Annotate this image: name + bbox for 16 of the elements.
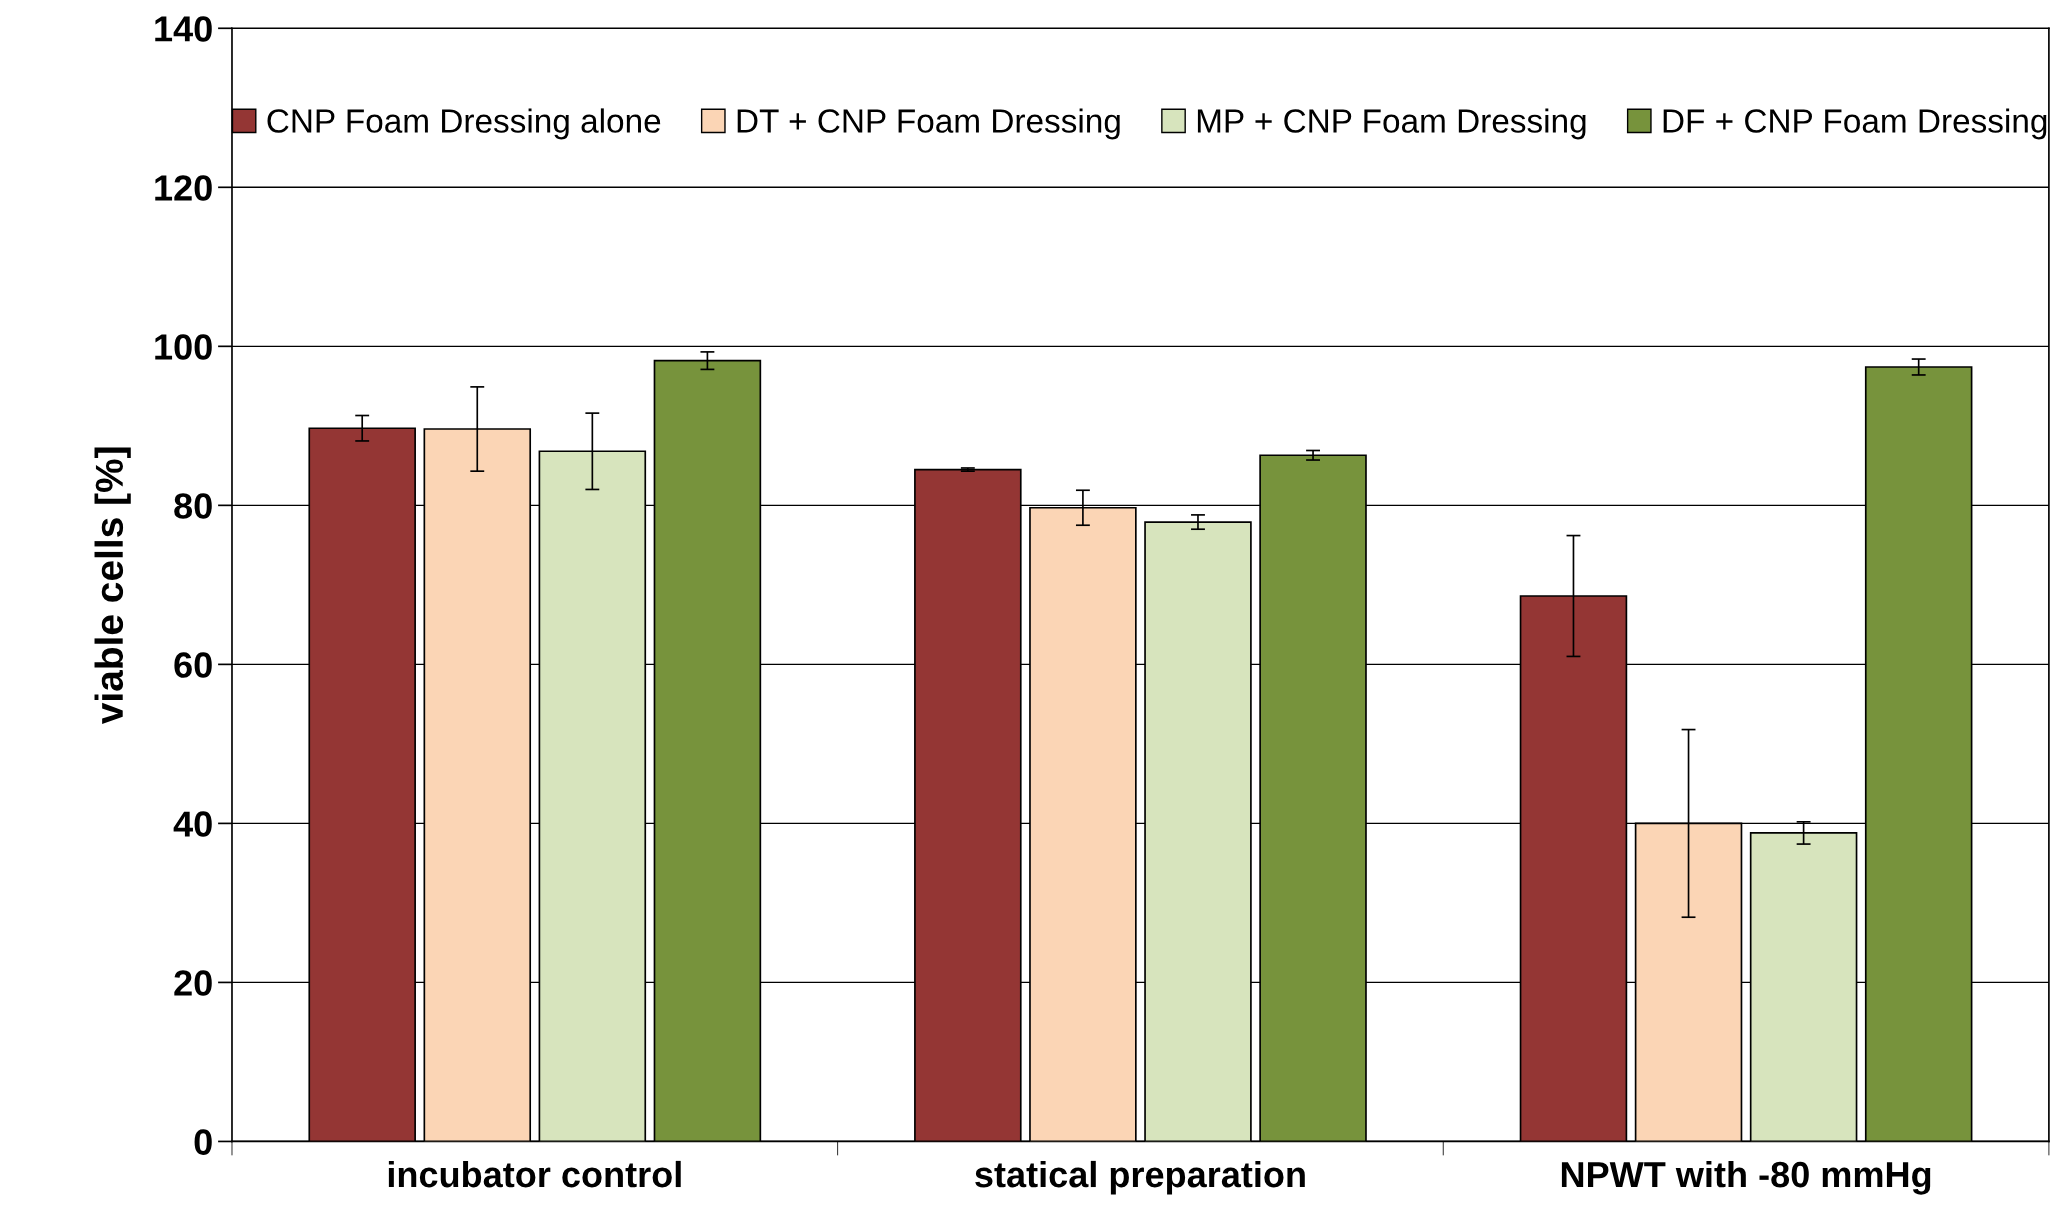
y-tick-label: 40 [173,811,212,837]
y-tick-label: 80 [174,493,212,519]
y-tick-label: 140 [155,16,212,42]
x-tick-label: NPWT with -80 mmHg [1561,1160,1931,1195]
y-tick-label: 100 [155,334,212,360]
legend-label: CNP Foam Dressing alone [267,108,661,140]
x-tick-label: statical preparation [975,1160,1305,1195]
y-tick-label: 0 [194,1129,212,1155]
y-tick-label: 60 [174,652,212,678]
x-tick-label: incubator control [388,1160,681,1188]
y-tick-label: 20 [174,970,212,996]
y-axis-title: viable cells [%] [94,447,131,725]
legend-label: MP + CNP Foam Dressing [1197,108,1586,140]
legend-label: DF + CNP Foam Dressing [1663,108,2047,140]
legend-label: DT + CNP Foam Dressing [737,108,1120,140]
y-tick-label: 120 [155,175,212,201]
